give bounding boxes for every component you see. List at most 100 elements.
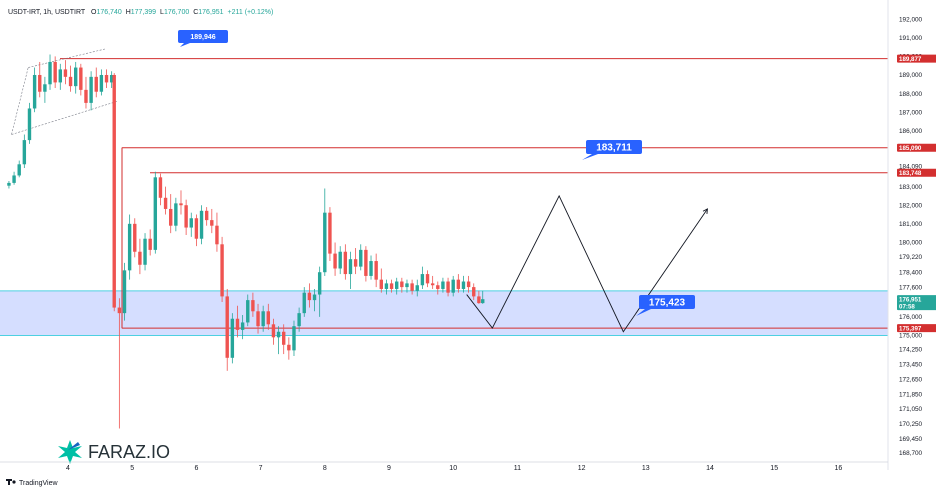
level-badge [897, 143, 936, 152]
candle [38, 61, 42, 98]
candle [112, 73, 116, 312]
candle [79, 63, 83, 96]
high-value: 177,399 [131, 9, 156, 16]
y-tick-label: 176,000 [899, 314, 923, 321]
y-tick-label: 186,000 [899, 128, 923, 135]
y-tick-label: 170,250 [899, 421, 923, 428]
candle-body [12, 175, 16, 183]
projection-line [466, 194, 708, 333]
candle [256, 303, 260, 334]
candle-body [84, 89, 88, 103]
channel-edge [11, 67, 29, 135]
candle-body [17, 164, 21, 176]
x-tick-label: 10 [449, 465, 457, 472]
symbol-label: USDT-IRT, 1h, USDTIRT [8, 9, 86, 16]
candle [410, 279, 414, 295]
candle-body [158, 177, 163, 198]
candle-body [302, 292, 306, 314]
candle [276, 326, 281, 355]
y-tick-label: 189,000 [899, 72, 923, 79]
candle-body [163, 197, 168, 209]
channel-upper [28, 48, 106, 68]
level-badge [897, 54, 936, 63]
projection-path [466, 194, 708, 333]
projection-arrowhead [702, 208, 708, 214]
candle-body [400, 281, 404, 288]
candle-body [359, 249, 363, 267]
candle-body [122, 270, 127, 314]
callout-pointer [180, 43, 190, 47]
candle-body [446, 281, 450, 293]
support-zone [0, 290, 888, 336]
candle-body [230, 318, 235, 358]
candle [430, 275, 435, 289]
candle-body [153, 177, 158, 250]
time-axis[interactable]: 4 5 6 7 8 9 10 11 12 13 14 15 16 [0, 461, 888, 472]
callout-box [586, 140, 642, 154]
candle-body [415, 285, 419, 291]
candle [210, 208, 214, 234]
tradingview-footer[interactable]: TradingView [6, 479, 58, 487]
candle [215, 212, 219, 252]
candle-body [287, 344, 291, 351]
candle-body [481, 299, 485, 304]
candle [153, 171, 158, 254]
candle [451, 275, 455, 297]
price-callout: 175,423 [636, 295, 695, 316]
candle-body [68, 76, 73, 87]
candle [400, 277, 404, 293]
tradingview-logo-icon [6, 479, 16, 485]
candle [441, 277, 445, 293]
candle [481, 290, 485, 304]
candle [420, 266, 425, 289]
candle [158, 173, 163, 206]
y-tick-label: 175,000 [899, 333, 923, 340]
candle [184, 199, 188, 235]
zone-rect [0, 290, 888, 336]
y-tick-label: 192,000 [899, 16, 923, 23]
candle [338, 246, 342, 275]
candle-body [307, 292, 312, 301]
candle [436, 281, 440, 295]
candle [317, 266, 322, 317]
candle [17, 160, 21, 178]
low-value: 176,700 [164, 9, 189, 16]
candle-body [32, 74, 37, 109]
candle-body [210, 220, 214, 226]
candle [89, 71, 93, 111]
price-axis[interactable]: 192,000191,000190,000189,000188,000187,0… [887, 0, 923, 470]
level-badge [897, 168, 936, 177]
candle-body [472, 287, 476, 297]
close-value: 176,951 [198, 9, 223, 16]
candle-body [317, 272, 322, 295]
candle-body [53, 61, 57, 83]
candle-body [138, 251, 142, 265]
candle-body [48, 61, 52, 85]
candle-body [27, 108, 32, 141]
candle [302, 287, 306, 317]
current-price-badge [897, 295, 936, 311]
candle [395, 277, 399, 295]
y-tick-label: 177,600 [899, 284, 923, 291]
level-badge-label: 175,397 [899, 325, 922, 332]
x-tick-label: 7 [259, 465, 263, 472]
candle-body [251, 300, 255, 312]
candle [109, 71, 114, 89]
candle-body [174, 203, 178, 226]
candle-body [348, 259, 353, 275]
candle [466, 275, 471, 293]
candle [333, 242, 337, 276]
candle [353, 248, 358, 275]
y-tick-label: 178,400 [899, 269, 923, 276]
callout-pointer [582, 154, 598, 160]
candle [58, 63, 62, 90]
candle-body [374, 261, 378, 280]
candle-body [104, 74, 109, 83]
y-tick-label: 188,000 [899, 91, 923, 98]
candle-body [389, 283, 394, 289]
candle [143, 233, 147, 271]
candle [266, 303, 271, 330]
